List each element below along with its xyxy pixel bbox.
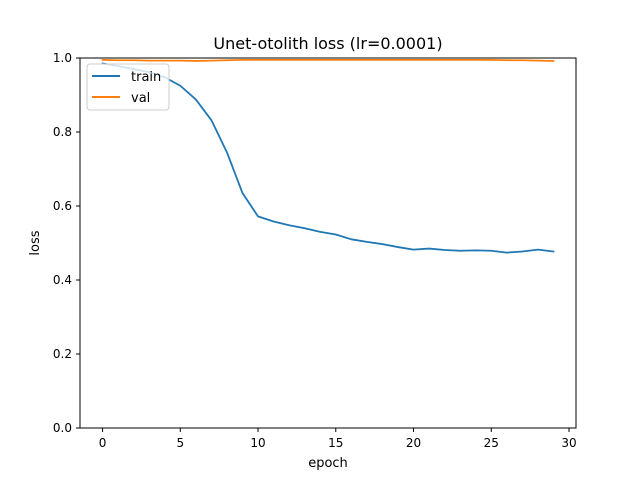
legend-label-train: train <box>131 70 161 85</box>
y-tick-label: 0.6 <box>53 199 72 213</box>
x-tick-label: 25 <box>484 436 499 450</box>
x-tick-label: 0 <box>99 436 107 450</box>
y-tick-label: 1.0 <box>53 51 72 65</box>
series-line-train <box>101 62 555 254</box>
y-tick-label: 0.8 <box>53 125 72 139</box>
plot-area <box>79 57 577 429</box>
legend: train val <box>86 63 170 111</box>
y-axis-label: loss <box>28 230 43 255</box>
legend-label-val: val <box>131 91 150 106</box>
plot-frame <box>79 57 577 429</box>
x-tick-label: 15 <box>328 436 343 450</box>
x-tick-label: 20 <box>406 436 421 450</box>
x-tick-label: 5 <box>176 436 184 450</box>
series-layer <box>101 58 555 254</box>
x-axis-label: epoch <box>308 456 348 471</box>
y-tick-label: 0.2 <box>53 347 72 361</box>
x-tick-label: 10 <box>250 436 265 450</box>
x-axis: 0 5 10 15 20 25 30 <box>99 428 577 450</box>
y-tick-label: 0.0 <box>53 421 72 435</box>
y-axis: 0.0 0.2 0.4 0.6 0.8 1.0 <box>53 51 80 435</box>
y-tick-label: 0.4 <box>53 273 72 287</box>
series-line-val <box>101 58 555 62</box>
chart-title: Unet-otolith loss (lr=0.0001) <box>213 34 442 53</box>
x-tick-label: 30 <box>561 436 576 450</box>
